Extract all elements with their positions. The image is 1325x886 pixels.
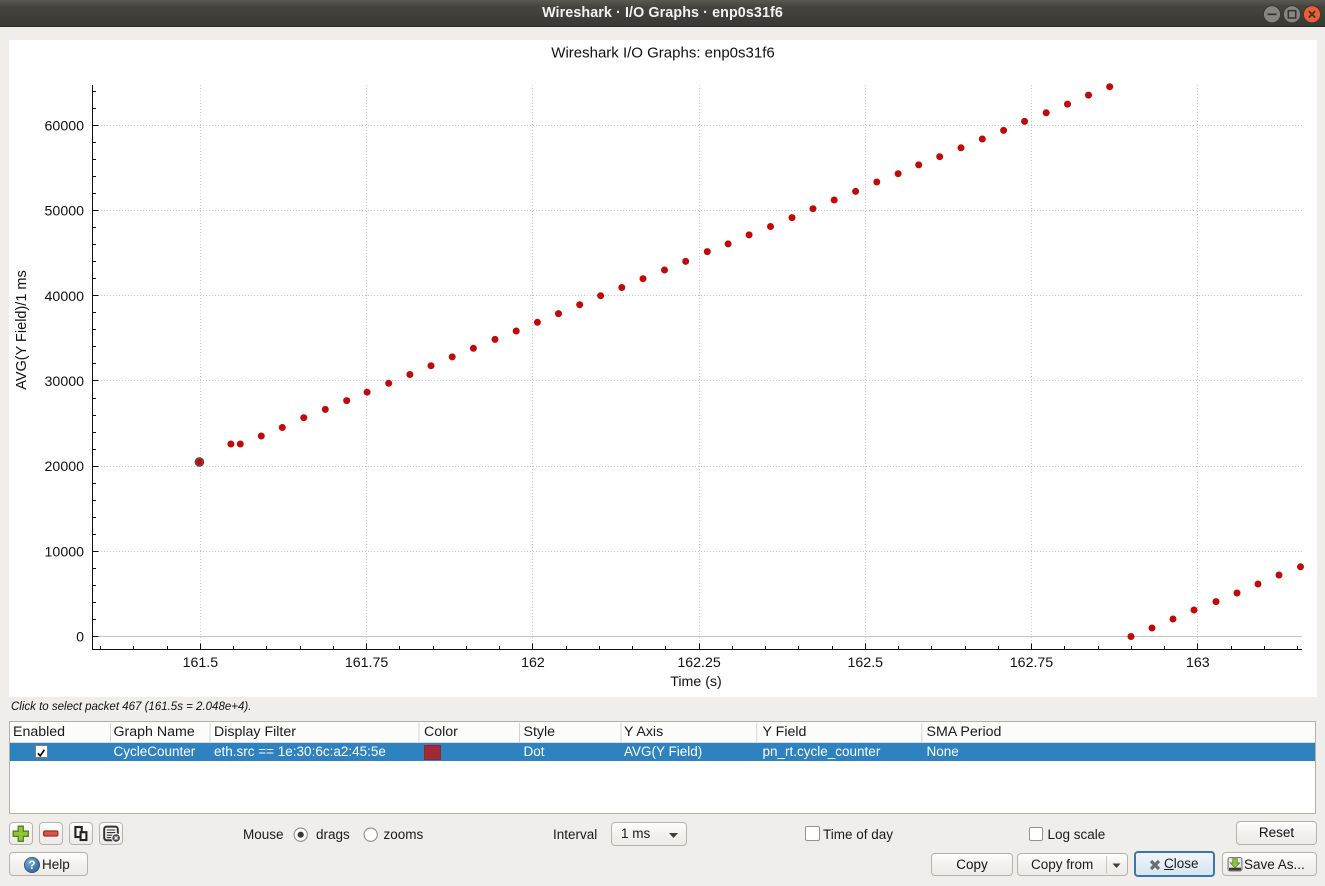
svg-text:10000: 10000	[45, 544, 85, 560]
svg-text:30000: 30000	[45, 374, 85, 390]
svg-text:162.25: 162.25	[677, 655, 721, 671]
svg-text:50000: 50000	[45, 204, 85, 220]
svg-text:163: 163	[1186, 655, 1210, 671]
svg-text:0: 0	[76, 630, 84, 646]
svg-text:60000: 60000	[45, 119, 85, 135]
svg-text:161.75: 161.75	[345, 655, 389, 671]
svg-text:Wireshark I/O Graphs: enp0s31f: Wireshark I/O Graphs: enp0s31f6	[551, 45, 774, 62]
svg-text:AVG(Y Field)/1 ms: AVG(Y Field)/1 ms	[14, 270, 30, 390]
svg-text:162: 162	[521, 655, 545, 671]
svg-text:161.5: 161.5	[183, 655, 219, 671]
svg-text:162.75: 162.75	[1010, 655, 1054, 671]
svg-text:Time (s): Time (s)	[670, 674, 722, 690]
svg-text:162.5: 162.5	[848, 655, 884, 671]
svg-text:40000: 40000	[45, 289, 85, 305]
svg-text:20000: 20000	[45, 459, 85, 475]
svg-text:?: ?	[28, 860, 35, 872]
